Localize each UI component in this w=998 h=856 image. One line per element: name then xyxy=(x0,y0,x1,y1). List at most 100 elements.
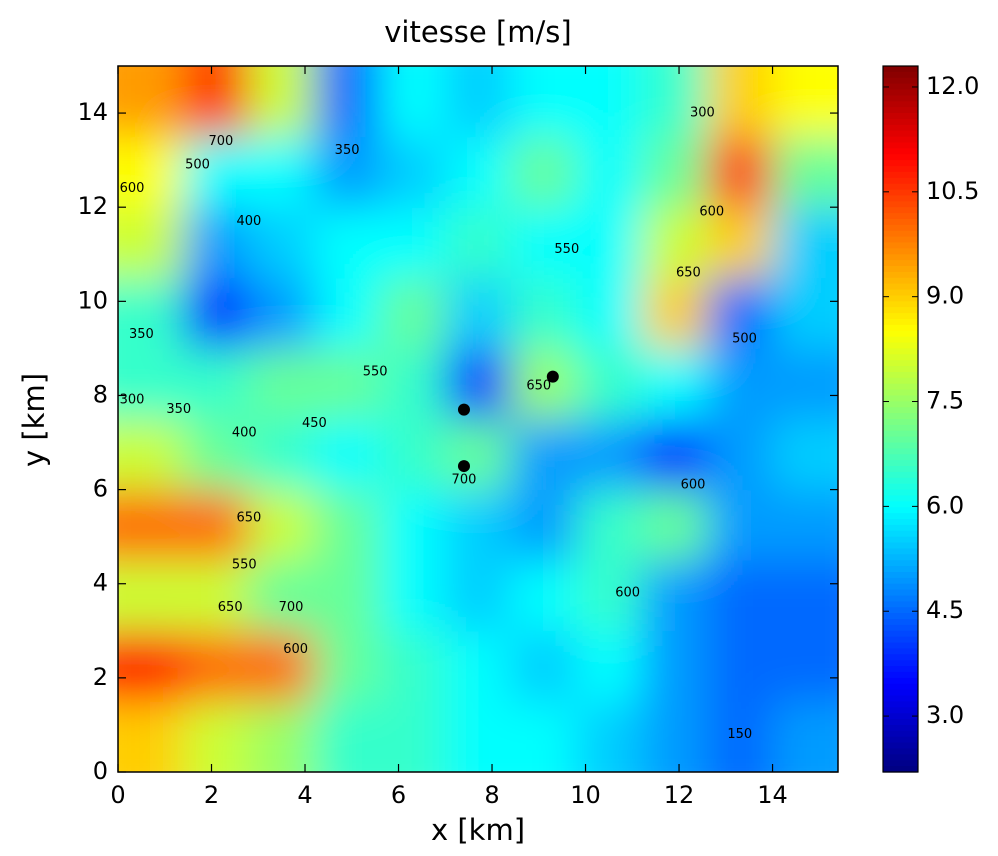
heat-cell xyxy=(379,348,446,420)
colorbar-swatch xyxy=(883,313,918,320)
heat-cell xyxy=(118,419,184,491)
heat-cell xyxy=(576,348,643,420)
contour-label: 150 xyxy=(727,727,752,742)
colorbar-swatch xyxy=(883,360,918,367)
y-tick-label: 10 xyxy=(77,286,108,314)
colorbar-swatch xyxy=(883,354,918,361)
heat-cell xyxy=(118,560,184,632)
contour-label: 600 xyxy=(283,642,308,657)
colorbar-swatch xyxy=(883,118,918,126)
colorbar-tick-label: 12.0 xyxy=(926,72,979,100)
colorbar-swatch xyxy=(883,218,918,226)
heat-cell xyxy=(445,277,512,349)
colorbar-swatch xyxy=(883,266,918,273)
colorbar-swatch xyxy=(883,113,918,120)
colorbar-swatch xyxy=(883,189,918,197)
x-tick-label: 14 xyxy=(757,781,788,809)
colorbar-swatch xyxy=(883,77,918,85)
contour-label: 400 xyxy=(236,214,261,229)
heat-cell xyxy=(248,136,315,208)
colorbar-swatch xyxy=(883,489,918,497)
contour-label: 650 xyxy=(218,600,243,615)
heat-cell xyxy=(445,489,512,561)
colorbar-swatch xyxy=(883,642,918,650)
colorbar-swatch xyxy=(883,89,918,97)
colorbar-frame xyxy=(882,65,919,773)
heat-cell xyxy=(445,560,512,632)
heat-cell xyxy=(183,560,250,632)
colorbar-swatch xyxy=(883,524,918,532)
colorbar-swatch xyxy=(883,230,918,238)
heat-cell xyxy=(445,66,512,138)
heat-cell xyxy=(772,419,838,491)
heat-cell xyxy=(118,277,184,349)
point xyxy=(457,460,470,473)
heat-cell xyxy=(772,348,838,420)
colorbar-swatch xyxy=(883,466,918,473)
colorbar-swatch xyxy=(883,766,918,773)
heat-cell xyxy=(707,277,774,349)
colorbar-swatch xyxy=(883,436,918,444)
colorbar-swatch xyxy=(883,83,918,91)
heat-cell xyxy=(707,630,774,702)
heat-cell xyxy=(641,489,708,561)
heat-cell xyxy=(510,630,577,702)
heat-cell xyxy=(183,489,250,561)
colorbar-tick-label: 4.5 xyxy=(926,596,964,624)
colorbar-swatch xyxy=(883,671,918,679)
heat-cell xyxy=(248,489,315,561)
heat-cell xyxy=(314,207,381,279)
colorbar-swatch xyxy=(883,707,918,714)
colorbar-swatch xyxy=(883,730,918,738)
heat-cell xyxy=(379,207,446,279)
colorbar-swatch xyxy=(883,389,918,397)
heat-cell xyxy=(772,277,838,349)
colorbar-swatch xyxy=(883,724,918,732)
heat-cell xyxy=(576,630,643,702)
heat-cell xyxy=(248,701,315,772)
colorbar-swatch xyxy=(883,719,918,726)
colorbar-swatch xyxy=(883,336,918,344)
contour-label: 600 xyxy=(681,477,706,492)
colorbar-swatch xyxy=(883,424,918,432)
heat-cell xyxy=(772,630,838,702)
heat-cell xyxy=(510,207,577,279)
colorbar-swatch xyxy=(883,318,918,326)
colorbar-swatch xyxy=(883,301,918,308)
y-tick-label: 14 xyxy=(77,98,108,126)
heat-cell xyxy=(118,66,184,138)
contour-label: 600 xyxy=(120,181,145,196)
contour-label: 550 xyxy=(363,364,388,379)
colorbar-swatch xyxy=(883,507,918,514)
heat-cell xyxy=(641,348,708,420)
heat-cell xyxy=(772,207,838,279)
heat-cell xyxy=(118,136,184,208)
colorbar-tick-label: 6.0 xyxy=(926,491,964,519)
colorbar-swatch xyxy=(883,254,918,261)
colorbar-swatch xyxy=(883,660,918,667)
heat-cell xyxy=(248,348,315,420)
heat-cell xyxy=(510,560,577,632)
colorbar-swatch xyxy=(883,213,918,220)
heat-cell xyxy=(576,136,643,208)
heat-cell xyxy=(118,489,184,561)
colorbar-swatch xyxy=(883,377,918,385)
heat-cell xyxy=(118,701,184,772)
colorbar-swatch xyxy=(883,648,918,655)
colorbar-swatch xyxy=(883,448,918,455)
point xyxy=(457,403,470,416)
colorbar-swatch xyxy=(883,560,918,567)
x-tick-label: 6 xyxy=(391,781,406,809)
plot-frame xyxy=(117,65,839,773)
colorbar-swatch xyxy=(883,236,918,244)
colorbar-swatch xyxy=(883,442,918,450)
y-tick-label: 8 xyxy=(93,380,108,408)
colorbar-swatch xyxy=(883,295,918,302)
heat-cell xyxy=(379,489,446,561)
heat-cell xyxy=(314,66,381,138)
heat-cell xyxy=(576,207,643,279)
colorbar-swatch xyxy=(883,160,918,167)
contour-label: 700 xyxy=(279,600,304,615)
y-tick-label: 12 xyxy=(77,192,108,220)
